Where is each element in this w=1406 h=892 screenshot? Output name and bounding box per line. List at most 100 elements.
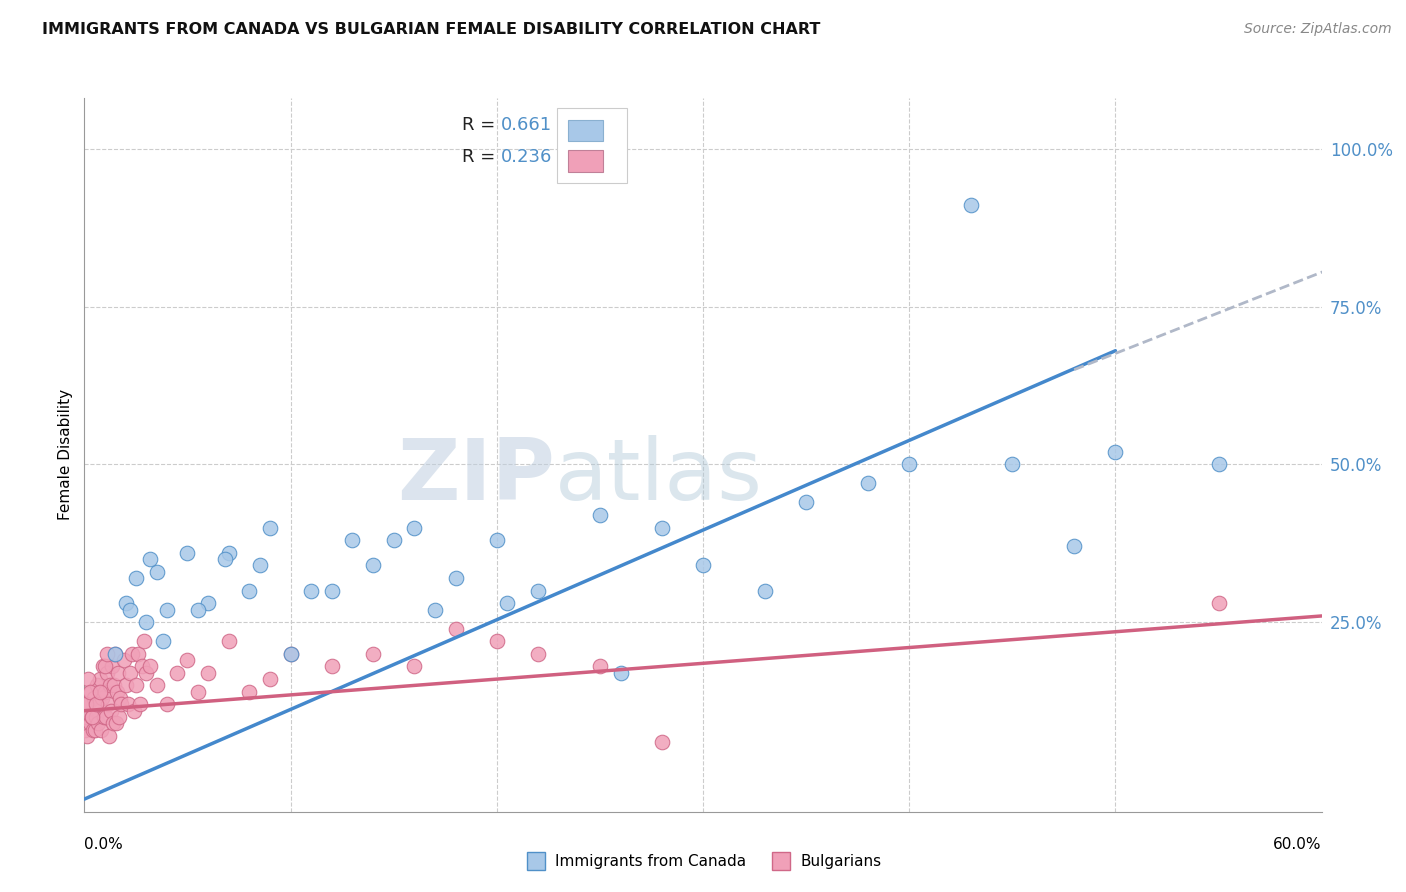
Point bbox=[404, 659, 426, 673]
Point bbox=[139, 552, 162, 566]
Point bbox=[145, 678, 167, 692]
Point bbox=[176, 653, 198, 667]
Point bbox=[125, 678, 148, 692]
Point bbox=[77, 698, 100, 712]
Point bbox=[960, 198, 983, 212]
Point bbox=[342, 533, 364, 548]
Point bbox=[176, 546, 198, 560]
Point bbox=[100, 704, 122, 718]
Point bbox=[94, 684, 117, 698]
Point bbox=[135, 615, 157, 630]
Point bbox=[79, 684, 101, 698]
Text: 60.0%: 60.0% bbox=[1274, 837, 1322, 852]
Point bbox=[485, 634, 508, 648]
Point bbox=[187, 684, 209, 698]
Point bbox=[139, 659, 162, 673]
Point bbox=[249, 558, 271, 573]
Text: IMMIGRANTS FROM CANADA VS BULGARIAN FEMALE DISABILITY CORRELATION CHART: IMMIGRANTS FROM CANADA VS BULGARIAN FEMA… bbox=[42, 22, 821, 37]
Point bbox=[112, 653, 135, 667]
Point bbox=[166, 665, 188, 680]
Text: R =: R = bbox=[461, 148, 501, 166]
Point bbox=[114, 596, 136, 610]
Point bbox=[94, 710, 117, 724]
Point bbox=[93, 659, 115, 673]
Point bbox=[361, 558, 384, 573]
Text: 0.236: 0.236 bbox=[502, 148, 553, 166]
Point bbox=[156, 698, 179, 712]
Point bbox=[197, 596, 219, 610]
Point bbox=[97, 698, 120, 712]
Point bbox=[1001, 458, 1024, 472]
Point bbox=[218, 634, 240, 648]
Point bbox=[75, 698, 97, 712]
Point bbox=[103, 716, 125, 731]
Point bbox=[83, 691, 105, 706]
Point bbox=[86, 678, 108, 692]
Point bbox=[129, 698, 152, 712]
Point bbox=[259, 672, 281, 686]
Point bbox=[527, 647, 550, 661]
Point bbox=[105, 684, 128, 698]
Point bbox=[1208, 596, 1230, 610]
Point bbox=[423, 602, 446, 616]
Point bbox=[156, 602, 179, 616]
Y-axis label: Female Disability: Female Disability bbox=[58, 389, 73, 521]
Point bbox=[118, 665, 141, 680]
Point bbox=[127, 647, 149, 661]
Point bbox=[90, 723, 112, 737]
Point bbox=[131, 659, 153, 673]
Point bbox=[218, 546, 240, 560]
Point bbox=[84, 710, 107, 724]
Text: atlas: atlas bbox=[554, 434, 762, 518]
Point bbox=[87, 698, 110, 712]
Point bbox=[104, 647, 127, 661]
Point bbox=[197, 665, 219, 680]
Point bbox=[110, 691, 132, 706]
Point bbox=[238, 684, 260, 698]
Point bbox=[898, 458, 921, 472]
Point bbox=[105, 716, 128, 731]
Point bbox=[110, 698, 132, 712]
Point bbox=[83, 723, 105, 737]
Point bbox=[280, 647, 302, 661]
Point bbox=[299, 583, 322, 598]
Point bbox=[87, 716, 110, 731]
Point bbox=[125, 571, 148, 585]
Point bbox=[82, 710, 104, 724]
Text: 0.661: 0.661 bbox=[502, 116, 553, 134]
Point bbox=[76, 729, 98, 743]
Point bbox=[444, 622, 467, 636]
Point bbox=[485, 533, 508, 548]
Point bbox=[86, 698, 108, 712]
Point bbox=[1104, 444, 1126, 458]
Point bbox=[96, 647, 118, 661]
Point bbox=[145, 565, 167, 579]
Point bbox=[527, 583, 550, 598]
Point bbox=[1208, 458, 1230, 472]
Point bbox=[361, 647, 384, 661]
Point bbox=[651, 520, 673, 534]
Point bbox=[259, 520, 281, 534]
Point bbox=[91, 659, 114, 673]
Point bbox=[609, 665, 631, 680]
Point bbox=[152, 634, 174, 648]
Text: 42: 42 bbox=[602, 116, 624, 134]
Point bbox=[98, 678, 121, 692]
Point bbox=[75, 723, 97, 737]
Point bbox=[118, 602, 141, 616]
Point bbox=[382, 533, 405, 548]
Point bbox=[280, 647, 302, 661]
Point bbox=[96, 665, 118, 680]
Point bbox=[589, 508, 612, 522]
Point bbox=[692, 558, 714, 573]
Point bbox=[121, 647, 143, 661]
Point bbox=[321, 583, 343, 598]
Point bbox=[89, 684, 111, 698]
Point bbox=[187, 602, 209, 616]
Point bbox=[90, 691, 112, 706]
Point bbox=[404, 520, 426, 534]
Point bbox=[89, 672, 111, 686]
Point bbox=[214, 552, 236, 566]
Text: ZIP: ZIP bbox=[396, 434, 554, 518]
Point bbox=[117, 698, 139, 712]
